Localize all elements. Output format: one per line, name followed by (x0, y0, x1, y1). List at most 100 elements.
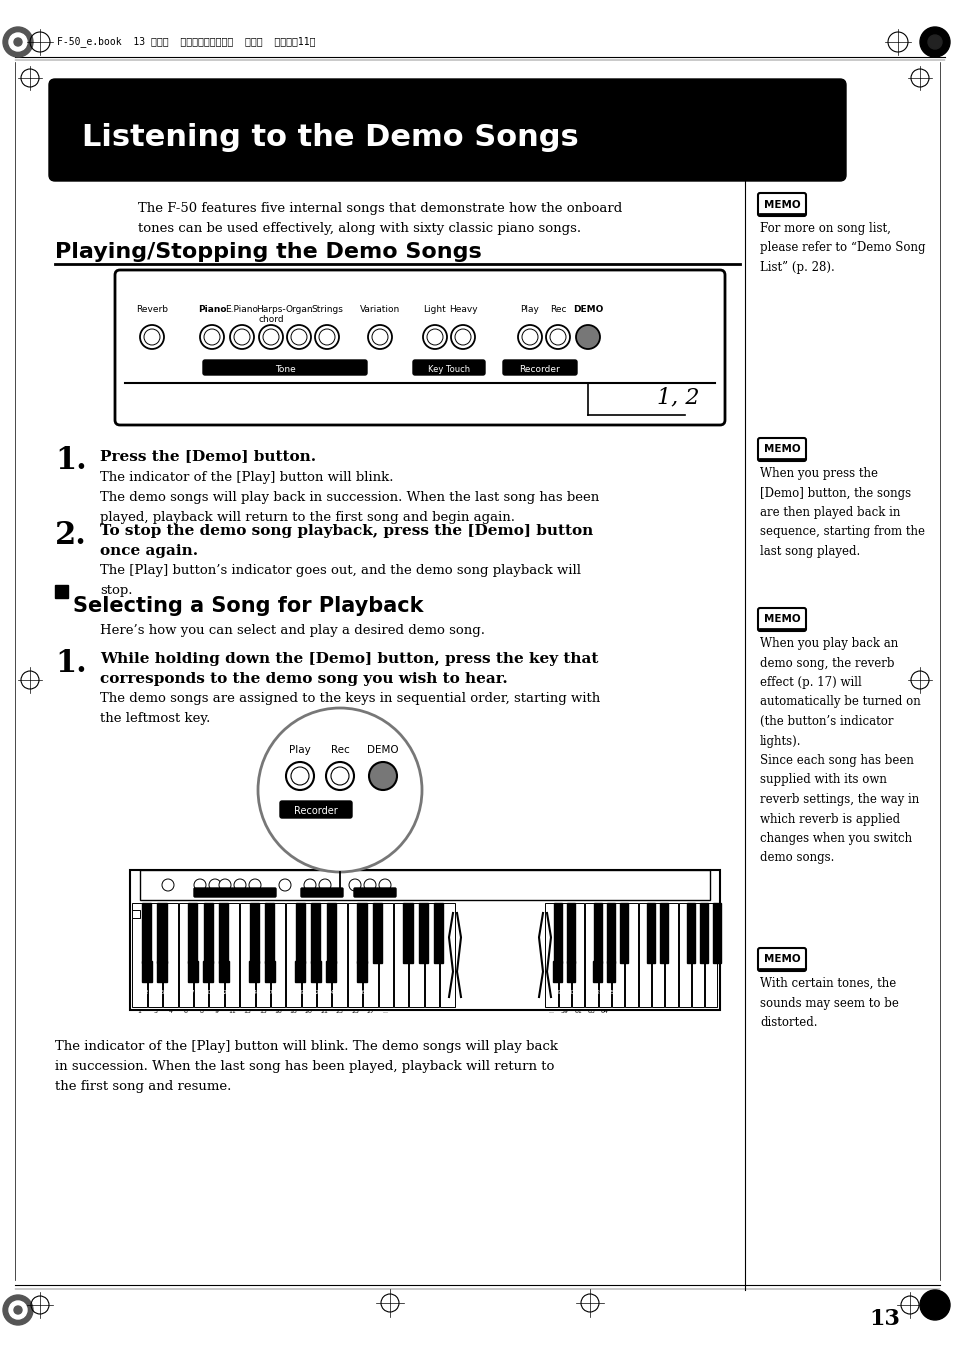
Circle shape (517, 326, 541, 349)
Circle shape (230, 326, 253, 349)
Circle shape (140, 326, 164, 349)
Bar (311, 961, 320, 982)
Bar (356, 961, 367, 982)
Bar (142, 902, 152, 963)
Circle shape (287, 326, 311, 349)
Circle shape (219, 880, 231, 892)
Bar (678, 902, 690, 1006)
Bar (141, 961, 152, 982)
Text: 8: 8 (199, 1009, 203, 1015)
Text: Press the [Demo] button.: Press the [Demo] button. (100, 449, 315, 463)
Text: 26: 26 (358, 989, 365, 994)
Text: When you press the
[Demo] button, the songs
are then played back in
sequence, st: When you press the [Demo] button, the so… (760, 467, 924, 558)
FancyBboxPatch shape (203, 359, 367, 376)
Circle shape (162, 880, 173, 892)
Bar (378, 902, 393, 1006)
Text: F-50_e.book  13 ページ  ２００５年２月２日  水曜日  午後５時11分: F-50_e.book 13 ページ ２００５年２月２日 水曜日 午後５時11分 (57, 36, 315, 47)
FancyBboxPatch shape (301, 888, 343, 897)
Circle shape (451, 326, 475, 349)
Circle shape (3, 1296, 33, 1325)
Bar (606, 961, 615, 982)
Bar (593, 902, 601, 963)
Bar (418, 902, 428, 963)
Text: MEMO: MEMO (763, 444, 800, 454)
Bar (140, 870, 709, 900)
Bar (619, 902, 627, 963)
Bar (403, 902, 413, 963)
Circle shape (349, 880, 360, 892)
Bar (700, 902, 707, 963)
Bar (357, 902, 366, 963)
Bar (55, 585, 68, 598)
Text: 5: 5 (160, 989, 164, 994)
Text: Recorder: Recorder (519, 366, 559, 374)
Bar (240, 902, 254, 1006)
Text: 15: 15 (258, 1009, 266, 1015)
Text: While holding down the [Demo] button, press the key that
corresponds to the demo: While holding down the [Demo] button, pr… (100, 653, 598, 686)
Text: 59: 59 (554, 989, 560, 994)
Bar (566, 902, 575, 963)
Bar (188, 961, 197, 982)
Bar (348, 902, 362, 1006)
Circle shape (378, 880, 391, 892)
Text: Organ: Organ (285, 305, 313, 313)
Bar (394, 902, 408, 1006)
Text: For more on song list,
please refer to “Demo Song
List” (p. 28).: For more on song list, please refer to “… (760, 222, 924, 274)
Circle shape (209, 880, 221, 892)
Text: Key Touch: Key Touch (428, 366, 470, 374)
Text: MEMO: MEMO (763, 200, 800, 209)
Bar (132, 911, 140, 917)
Circle shape (545, 326, 569, 349)
Text: 1, 2: 1, 2 (657, 386, 700, 408)
FancyBboxPatch shape (758, 193, 805, 216)
Bar (326, 961, 335, 982)
Text: DEMO: DEMO (572, 305, 602, 313)
FancyBboxPatch shape (758, 438, 805, 461)
Bar (651, 902, 663, 1006)
Text: 17: 17 (266, 989, 273, 994)
Circle shape (9, 32, 27, 51)
Text: ...: ... (548, 1009, 554, 1015)
Bar (203, 961, 213, 982)
Circle shape (368, 326, 392, 349)
Text: 9: 9 (214, 1009, 218, 1015)
Text: Heavy: Heavy (448, 305, 476, 313)
Text: 2: 2 (145, 989, 149, 994)
Text: To stop the demo song playback, press the [Demo] button
once again.: To stop the demo song playback, press th… (100, 524, 593, 558)
Text: ...: ... (382, 1009, 389, 1015)
Circle shape (257, 708, 421, 871)
FancyBboxPatch shape (115, 270, 724, 426)
Text: Playing/Stopping the Demo Songs: Playing/Stopping the Demo Songs (55, 242, 481, 262)
FancyBboxPatch shape (280, 801, 352, 817)
Text: 64: 64 (600, 1009, 608, 1015)
Bar (553, 902, 561, 963)
Bar (295, 961, 305, 982)
Text: MEMO: MEMO (763, 955, 800, 965)
Text: 3: 3 (152, 1009, 157, 1015)
FancyBboxPatch shape (758, 608, 805, 631)
Bar (249, 961, 259, 982)
Circle shape (233, 880, 246, 892)
Circle shape (9, 1301, 27, 1319)
Text: 6: 6 (184, 1009, 188, 1015)
Circle shape (258, 326, 283, 349)
Bar (704, 902, 717, 1006)
Bar (434, 902, 443, 963)
Text: 23: 23 (335, 1009, 343, 1015)
Bar (373, 902, 381, 963)
Text: Piano: Piano (197, 305, 226, 313)
Text: Light: Light (423, 305, 446, 313)
Text: 13: 13 (868, 1308, 899, 1329)
Bar (193, 902, 208, 1006)
Text: 13: 13 (243, 1009, 251, 1015)
Bar (286, 902, 300, 1006)
Bar (686, 902, 694, 963)
Bar (264, 961, 274, 982)
Circle shape (14, 1306, 22, 1315)
Text: 21: 21 (320, 1009, 328, 1015)
Text: 25: 25 (351, 1009, 358, 1015)
Bar (163, 902, 177, 1006)
Text: E.Piano: E.Piano (225, 305, 258, 313)
Text: 4: 4 (169, 1009, 172, 1015)
Circle shape (364, 880, 375, 892)
